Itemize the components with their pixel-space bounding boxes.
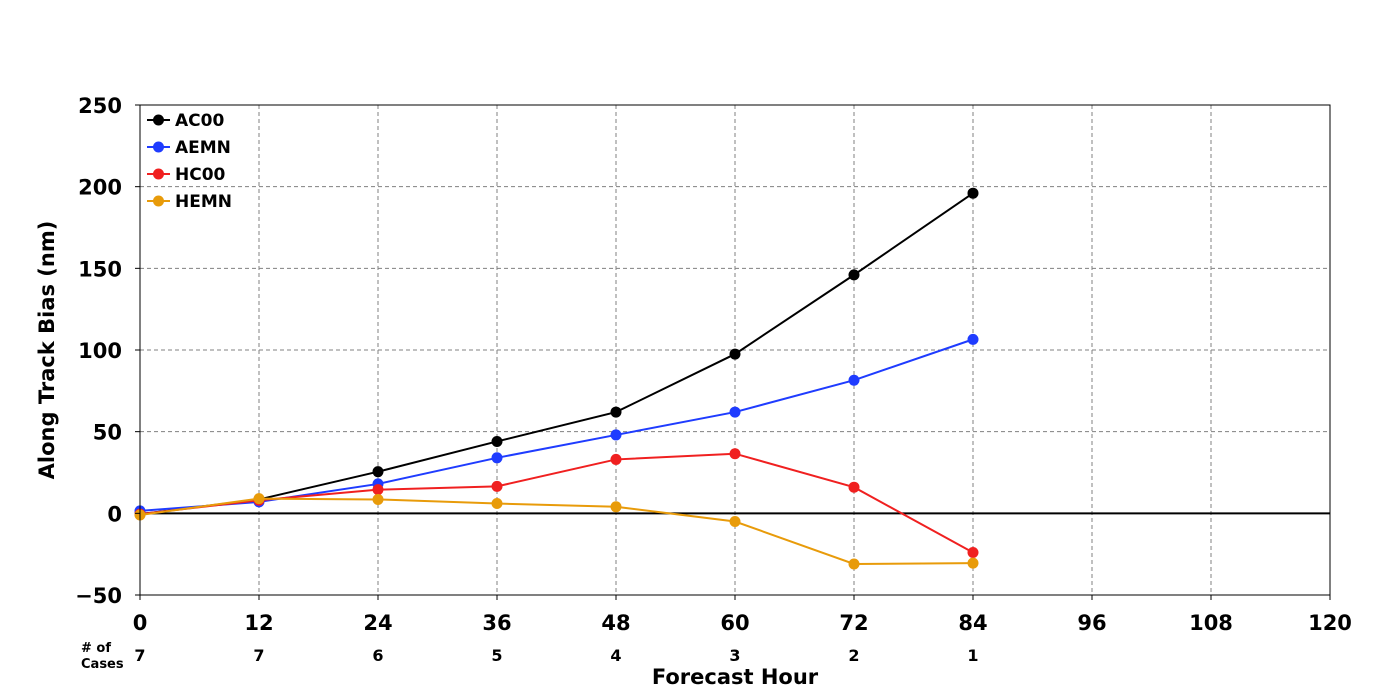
cases-count: 3	[729, 646, 740, 665]
data-point-hemn	[372, 493, 384, 505]
data-point-hc00	[967, 547, 979, 559]
x-tick-label: 96	[1077, 611, 1106, 635]
cases-count: 7	[134, 646, 145, 665]
data-point-hc00	[729, 448, 741, 460]
data-point-aemn	[491, 452, 503, 464]
legend-label-hemn: HEMN	[175, 192, 232, 212]
legend-label-aemn: AEMN	[175, 138, 231, 158]
data-point-hc00	[848, 481, 860, 493]
data-point-aemn	[967, 333, 979, 345]
data-point-hemn	[967, 557, 979, 569]
data-point-hc00	[491, 480, 503, 492]
y-axis-ticks: −50 0 50 100 150 200 250	[75, 94, 140, 608]
x-tick-label: 108	[1189, 611, 1233, 635]
x-tick-label: 60	[720, 611, 749, 635]
x-tick-label: 120	[1308, 611, 1352, 635]
cases-label-line1: # of	[81, 641, 111, 656]
x-tick-label: 48	[601, 611, 630, 635]
data-point-aemn	[848, 374, 860, 386]
y-tick-label: 150	[78, 257, 122, 281]
data-point-hemn	[610, 501, 622, 513]
series-group	[134, 187, 979, 570]
data-point-ac00	[491, 435, 503, 447]
data-point-ac00	[610, 406, 622, 418]
cases-count: 2	[848, 646, 859, 665]
x-tick-label: 72	[839, 611, 868, 635]
legend: AC00 AEMN HC00 HEMN	[147, 111, 232, 212]
data-point-hemn	[491, 498, 503, 510]
series-line-hemn	[139, 497, 974, 565]
legend-marker-aemn	[153, 141, 164, 153]
data-point-hemn	[253, 493, 265, 505]
x-axis-label: Forecast Hour	[652, 665, 819, 689]
data-point-aemn	[610, 429, 622, 441]
y-tick-label: 0	[107, 502, 122, 526]
data-point-hemn	[848, 558, 860, 570]
cases-count: 7	[253, 646, 264, 665]
x-tick-label: 0	[133, 611, 148, 635]
cases-count: 4	[610, 646, 621, 665]
series-line-hc00	[139, 452, 974, 554]
legend-marker-hc00	[153, 168, 164, 180]
cases-label-line2: Cases	[81, 657, 124, 672]
x-tick-label: 84	[958, 611, 987, 635]
data-point-aemn	[729, 406, 741, 418]
y-tick-label: 250	[78, 94, 122, 118]
legend-label-ac00: AC00	[175, 111, 224, 131]
data-point-hemn	[729, 516, 741, 527]
series-line-ac00	[139, 192, 974, 516]
y-tick-label: −50	[75, 584, 122, 608]
x-axis-ticks: 0 12 24 36 48 60 72 84 96 108 120	[133, 595, 1352, 635]
y-tick-label: 200	[78, 176, 122, 200]
legend-marker-ac00	[153, 114, 164, 126]
x-tick-label: 24	[363, 611, 392, 635]
data-point-hc00	[372, 484, 384, 496]
y-tick-label: 100	[78, 339, 122, 363]
data-point-hc00	[610, 453, 622, 465]
x-tick-label: 12	[244, 611, 273, 635]
cases-count: 5	[491, 646, 502, 665]
cases-count: 1	[967, 646, 978, 665]
x-tick-label: 36	[482, 611, 511, 635]
data-point-ac00	[967, 187, 979, 199]
legend-label-hc00: HC00	[175, 165, 226, 185]
legend-marker-hemn	[153, 195, 164, 207]
y-axis-label: Along Track Bias (nm)	[35, 221, 59, 480]
cases-count: 6	[372, 646, 383, 665]
data-point-ac00	[372, 466, 384, 478]
data-point-ac00	[729, 348, 741, 360]
y-tick-label: 50	[93, 421, 122, 445]
data-point-ac00	[848, 269, 860, 281]
